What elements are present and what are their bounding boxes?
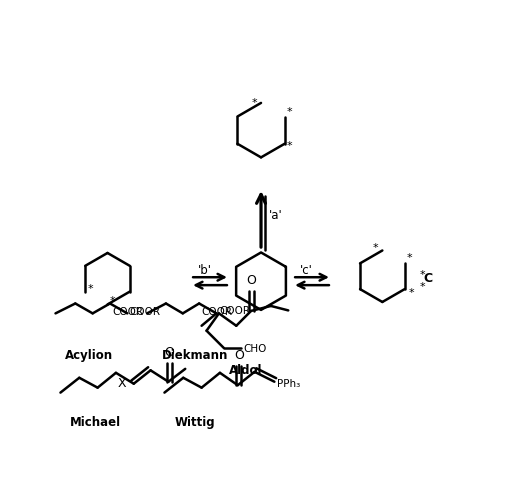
Text: 'a': 'a' xyxy=(268,209,282,222)
Text: *: * xyxy=(252,98,258,108)
Text: Aldol: Aldol xyxy=(229,364,262,377)
Text: *: * xyxy=(87,284,93,294)
Text: Michael: Michael xyxy=(71,416,122,429)
Text: *: * xyxy=(287,107,292,117)
Text: *: * xyxy=(287,141,292,151)
Text: *: * xyxy=(408,288,414,298)
Text: *: * xyxy=(373,243,378,253)
Text: 'c': 'c' xyxy=(300,264,313,277)
Text: 'b': 'b' xyxy=(198,264,212,277)
Text: COOR: COOR xyxy=(219,306,250,316)
Text: O: O xyxy=(246,274,256,287)
Text: *: * xyxy=(407,253,413,263)
Text: O: O xyxy=(164,347,174,360)
Text: Diekmann: Diekmann xyxy=(162,349,228,362)
Text: *: * xyxy=(110,295,115,305)
Text: C: C xyxy=(423,272,432,285)
Text: Wittig: Wittig xyxy=(174,416,215,429)
Text: O: O xyxy=(234,350,243,363)
Text: *: * xyxy=(419,282,425,292)
Text: COOR: COOR xyxy=(202,307,232,317)
Text: CHO: CHO xyxy=(243,344,267,354)
Text: COOR: COOR xyxy=(112,307,143,317)
Text: PPh₃: PPh₃ xyxy=(277,379,300,389)
Text: X: X xyxy=(118,377,126,390)
Text: COOR: COOR xyxy=(130,307,161,317)
Text: *: * xyxy=(419,270,425,280)
Text: Acylion: Acylion xyxy=(65,349,113,362)
